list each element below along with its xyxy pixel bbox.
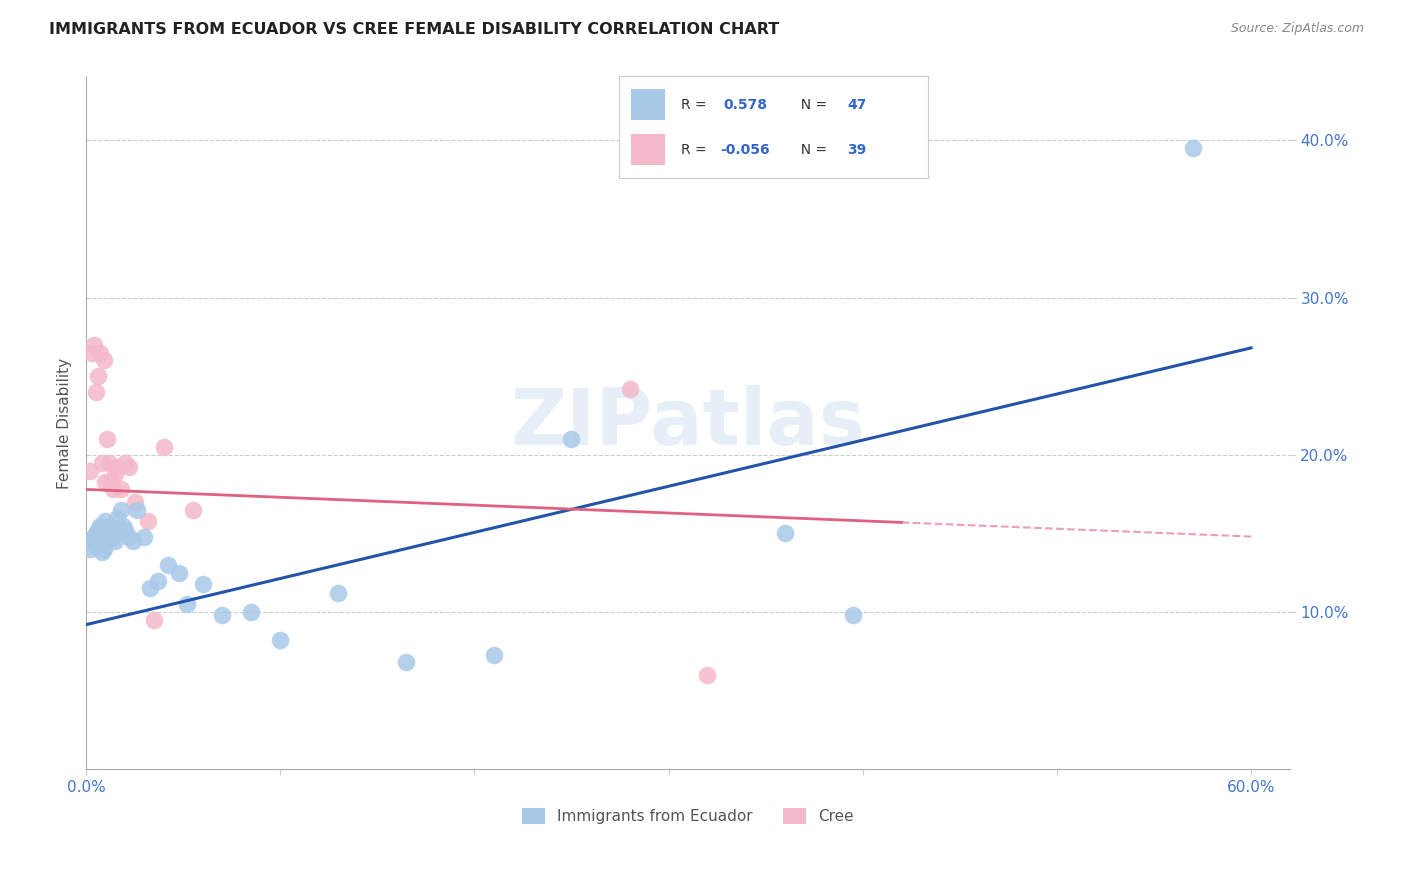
Point xyxy=(152,440,174,454)
Point xyxy=(94,514,117,528)
Text: 47: 47 xyxy=(848,97,868,112)
Point xyxy=(89,518,111,533)
Point xyxy=(482,648,505,662)
Point xyxy=(395,656,418,670)
Point xyxy=(96,524,118,538)
Point xyxy=(96,432,118,446)
Point xyxy=(146,574,169,588)
Point xyxy=(98,456,121,470)
Point xyxy=(94,530,117,544)
Point xyxy=(79,542,101,557)
Point xyxy=(83,530,105,544)
Point xyxy=(111,518,134,533)
Point xyxy=(80,534,103,549)
Point xyxy=(87,534,110,549)
Point xyxy=(89,530,111,544)
Point xyxy=(98,530,121,544)
Point xyxy=(269,633,291,648)
Point xyxy=(90,524,112,538)
Point xyxy=(842,608,865,623)
Point xyxy=(104,467,127,481)
Bar xyxy=(631,135,665,165)
Point xyxy=(211,608,233,623)
Legend: Immigrants from Ecuador, Cree: Immigrants from Ecuador, Cree xyxy=(522,808,853,824)
Point xyxy=(89,345,111,359)
Point xyxy=(125,503,148,517)
Point xyxy=(114,524,136,538)
Text: R =: R = xyxy=(681,143,710,157)
Point xyxy=(83,337,105,351)
Text: -0.056: -0.056 xyxy=(721,143,770,157)
Point xyxy=(169,566,191,580)
Point xyxy=(87,369,110,384)
Bar xyxy=(631,89,665,120)
Point xyxy=(105,460,128,475)
Point xyxy=(139,582,162,596)
Text: 0.578: 0.578 xyxy=(724,97,768,112)
Point xyxy=(696,668,718,682)
Point xyxy=(94,475,117,489)
Point xyxy=(181,503,204,517)
Point xyxy=(103,483,125,497)
Text: Source: ZipAtlas.com: Source: ZipAtlas.com xyxy=(1230,22,1364,36)
Point xyxy=(328,586,350,600)
Point xyxy=(114,456,136,470)
Point xyxy=(87,524,110,538)
Point xyxy=(84,384,107,399)
Point xyxy=(79,464,101,478)
Point xyxy=(110,483,132,497)
Point xyxy=(84,539,107,553)
Point xyxy=(176,597,198,611)
Point xyxy=(121,534,143,549)
Point xyxy=(104,534,127,549)
Y-axis label: Female Disability: Female Disability xyxy=(58,358,72,489)
Point xyxy=(93,542,115,557)
Point xyxy=(105,510,128,524)
Point xyxy=(118,460,141,475)
Point xyxy=(560,432,582,446)
Text: N =: N = xyxy=(792,97,831,112)
Point xyxy=(619,382,641,396)
Point xyxy=(124,495,146,509)
Point xyxy=(143,613,166,627)
Point xyxy=(136,514,159,528)
Point xyxy=(90,456,112,470)
Text: 39: 39 xyxy=(848,143,866,157)
Point xyxy=(80,345,103,359)
Text: IMMIGRANTS FROM ECUADOR VS CREE FEMALE DISABILITY CORRELATION CHART: IMMIGRANTS FROM ECUADOR VS CREE FEMALE D… xyxy=(49,22,779,37)
Point xyxy=(93,353,115,368)
Point xyxy=(1181,141,1204,155)
Point xyxy=(134,530,156,544)
Point xyxy=(98,518,121,533)
Point xyxy=(240,605,263,619)
Point xyxy=(773,526,796,541)
Text: ZIPatlas: ZIPatlas xyxy=(510,385,866,461)
Text: N =: N = xyxy=(792,143,831,157)
Point xyxy=(156,558,179,572)
Point xyxy=(100,524,122,538)
Point xyxy=(93,534,115,549)
Point xyxy=(90,545,112,559)
Text: R =: R = xyxy=(681,97,714,112)
Point xyxy=(100,475,122,489)
Point xyxy=(103,530,125,544)
Point xyxy=(96,534,118,549)
Point xyxy=(118,530,141,544)
Point xyxy=(110,503,132,517)
Point xyxy=(191,576,214,591)
Point xyxy=(84,526,107,541)
